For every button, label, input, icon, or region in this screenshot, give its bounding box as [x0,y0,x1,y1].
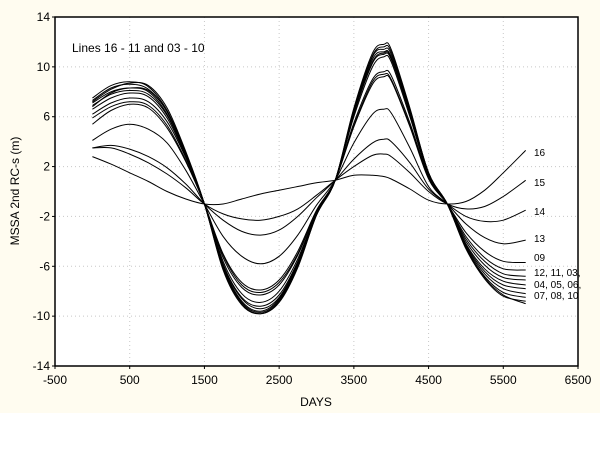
x-tick-label: 5500 [490,373,517,387]
y-tick-label: -10 [33,309,51,323]
y-tick-label: 2 [43,160,50,174]
series-label: 14 [534,207,546,218]
x-axis-ticks: -500 500 1500 2500 3500 4500 5500 6500 [43,366,592,387]
series-label: 04, 05, 06, [534,280,581,291]
series-lines [92,42,527,315]
series-label: 12, 11, 03, [534,268,581,279]
y-tick-label: 6 [43,110,50,124]
x-tick-label: 1500 [191,373,218,387]
x-tick-label: 4500 [415,373,442,387]
series-label: 09 [534,253,546,264]
series-line-10 [92,44,526,315]
y-tick-label: 10 [37,60,51,74]
y-tick-label: -2 [39,209,50,223]
x-tick-label: 500 [120,373,140,387]
y-tick-label: -6 [39,259,50,273]
y-axis-label: MSSA 2nd RC-s (m) [8,137,22,246]
series-labels: 16 15 14 13 09 12, 11, 03,04, 05, 06,07, 08, … [534,148,581,302]
series-label: 07, 08, 10 [534,291,579,302]
chart-title: Lines 16 - 11 and 03 - 10 [72,41,205,55]
series-label: 13 [534,234,546,245]
plot-area [55,17,578,366]
x-tick-label: -500 [43,373,67,387]
y-tick-label: 14 [37,10,51,24]
y-tick-label: -14 [33,359,51,373]
series-label: 15 [534,178,546,189]
plot-frame [54,16,579,367]
series-label: 16 [534,148,546,159]
x-tick-label: 2500 [266,373,293,387]
x-tick-label: 3500 [341,373,368,387]
x-axis-label: DAYS [300,395,332,409]
y-axis-ticks: 14 10 6 2 -2 -6 -10 -14 [33,10,55,373]
x-tick-label: 6500 [565,373,592,387]
